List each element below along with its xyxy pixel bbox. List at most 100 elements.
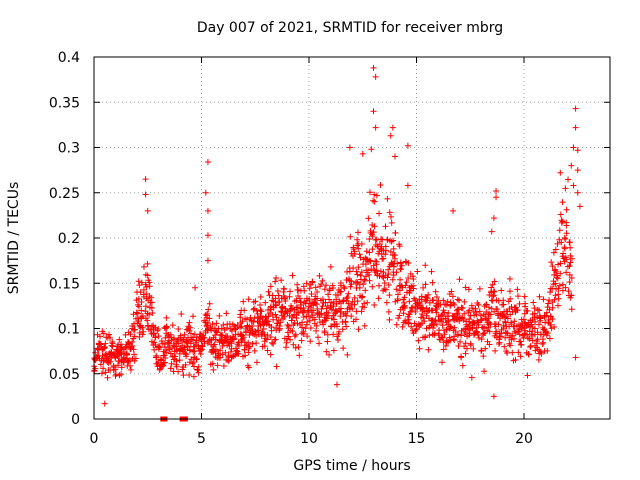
data-point: [372, 124, 379, 131]
data-point: [557, 169, 564, 176]
data-point: [380, 269, 387, 276]
data-point: [517, 353, 524, 360]
data-point: [420, 314, 427, 321]
data-point: [547, 289, 554, 296]
data-point: [306, 285, 313, 292]
data-point: [202, 311, 209, 318]
data-point: [343, 297, 350, 304]
data-point: [415, 320, 422, 327]
data-point: [443, 339, 450, 346]
data-point: [408, 307, 415, 314]
data-point: [468, 302, 475, 309]
data-point: [209, 360, 216, 367]
data-point: [379, 236, 386, 243]
data-point: [390, 245, 397, 252]
data-point: [392, 252, 399, 259]
data-point: [444, 313, 451, 320]
data-point: [219, 332, 226, 339]
data-point: [537, 314, 544, 321]
data-point: [534, 306, 541, 313]
data-point: [555, 302, 562, 309]
data-point: [440, 346, 447, 353]
data-point: [335, 330, 342, 337]
data-point: [549, 263, 556, 270]
data-point: [250, 306, 257, 313]
data-point: [167, 365, 174, 372]
data-point: [245, 296, 252, 303]
data-point: [251, 315, 258, 322]
data-point: [480, 325, 487, 332]
data-point: [291, 333, 298, 340]
x-axis-label: GPS time / hours: [293, 458, 410, 474]
data-point: [350, 265, 357, 272]
data-point: [509, 349, 516, 356]
data-point: [228, 340, 235, 347]
data-point: [389, 276, 396, 283]
data-point: [557, 270, 564, 277]
data-point: [406, 298, 413, 305]
data-point: [139, 324, 146, 331]
data-point: [142, 176, 149, 183]
data-point: [415, 337, 422, 344]
data-point: [488, 289, 495, 296]
data-point: [451, 324, 458, 331]
data-point: [487, 311, 494, 318]
data-point: [377, 268, 384, 275]
data-point: [393, 321, 400, 328]
data-point: [138, 279, 145, 286]
data-point: [365, 215, 372, 222]
data-point: [211, 325, 218, 332]
data-point: [307, 338, 314, 345]
data-point: [103, 334, 110, 341]
data-point: [249, 340, 256, 347]
data-point: [155, 333, 162, 340]
data-point: [546, 297, 553, 304]
data-point: [439, 322, 446, 329]
data-point: [431, 318, 438, 325]
data-point: [143, 283, 150, 290]
data-point: [366, 249, 373, 256]
data-point: [527, 344, 534, 351]
data-point: [176, 357, 183, 364]
data-point: [97, 341, 104, 348]
data-point: [152, 334, 159, 341]
data-point: [193, 337, 200, 344]
data-point: [451, 301, 458, 308]
data-point: [501, 314, 508, 321]
data-point: [475, 334, 482, 341]
data-point: [302, 325, 309, 332]
data-point: [112, 366, 119, 373]
data-point: [559, 218, 566, 225]
data-point: [357, 254, 364, 261]
data-point: [554, 240, 561, 247]
data-point: [107, 358, 114, 365]
y-tick-label: 0.05: [49, 367, 80, 383]
data-point: [565, 176, 572, 183]
data-point: [563, 269, 570, 276]
data-point: [300, 330, 307, 337]
data-point: [414, 268, 421, 275]
data-point: [379, 256, 386, 263]
data-point: [536, 293, 543, 300]
data-point: [278, 277, 285, 284]
data-point: [346, 268, 353, 275]
data-point: [100, 365, 107, 372]
data-point: [537, 349, 544, 356]
data-point: [451, 336, 458, 343]
data-point: [366, 189, 373, 196]
data-point: [458, 332, 465, 339]
data-point: [104, 374, 111, 381]
data-point: [186, 319, 193, 326]
data-point: [388, 213, 395, 220]
data-point: [290, 341, 297, 348]
data-point: [318, 310, 325, 317]
data-point: [155, 326, 162, 333]
data-point: [381, 280, 388, 287]
data-point: [559, 281, 566, 288]
data-point: [507, 295, 514, 302]
data-point: [370, 64, 377, 71]
data-point: [186, 347, 193, 354]
data-point: [241, 307, 248, 314]
data-point: [272, 336, 279, 343]
data-point: [466, 316, 473, 323]
